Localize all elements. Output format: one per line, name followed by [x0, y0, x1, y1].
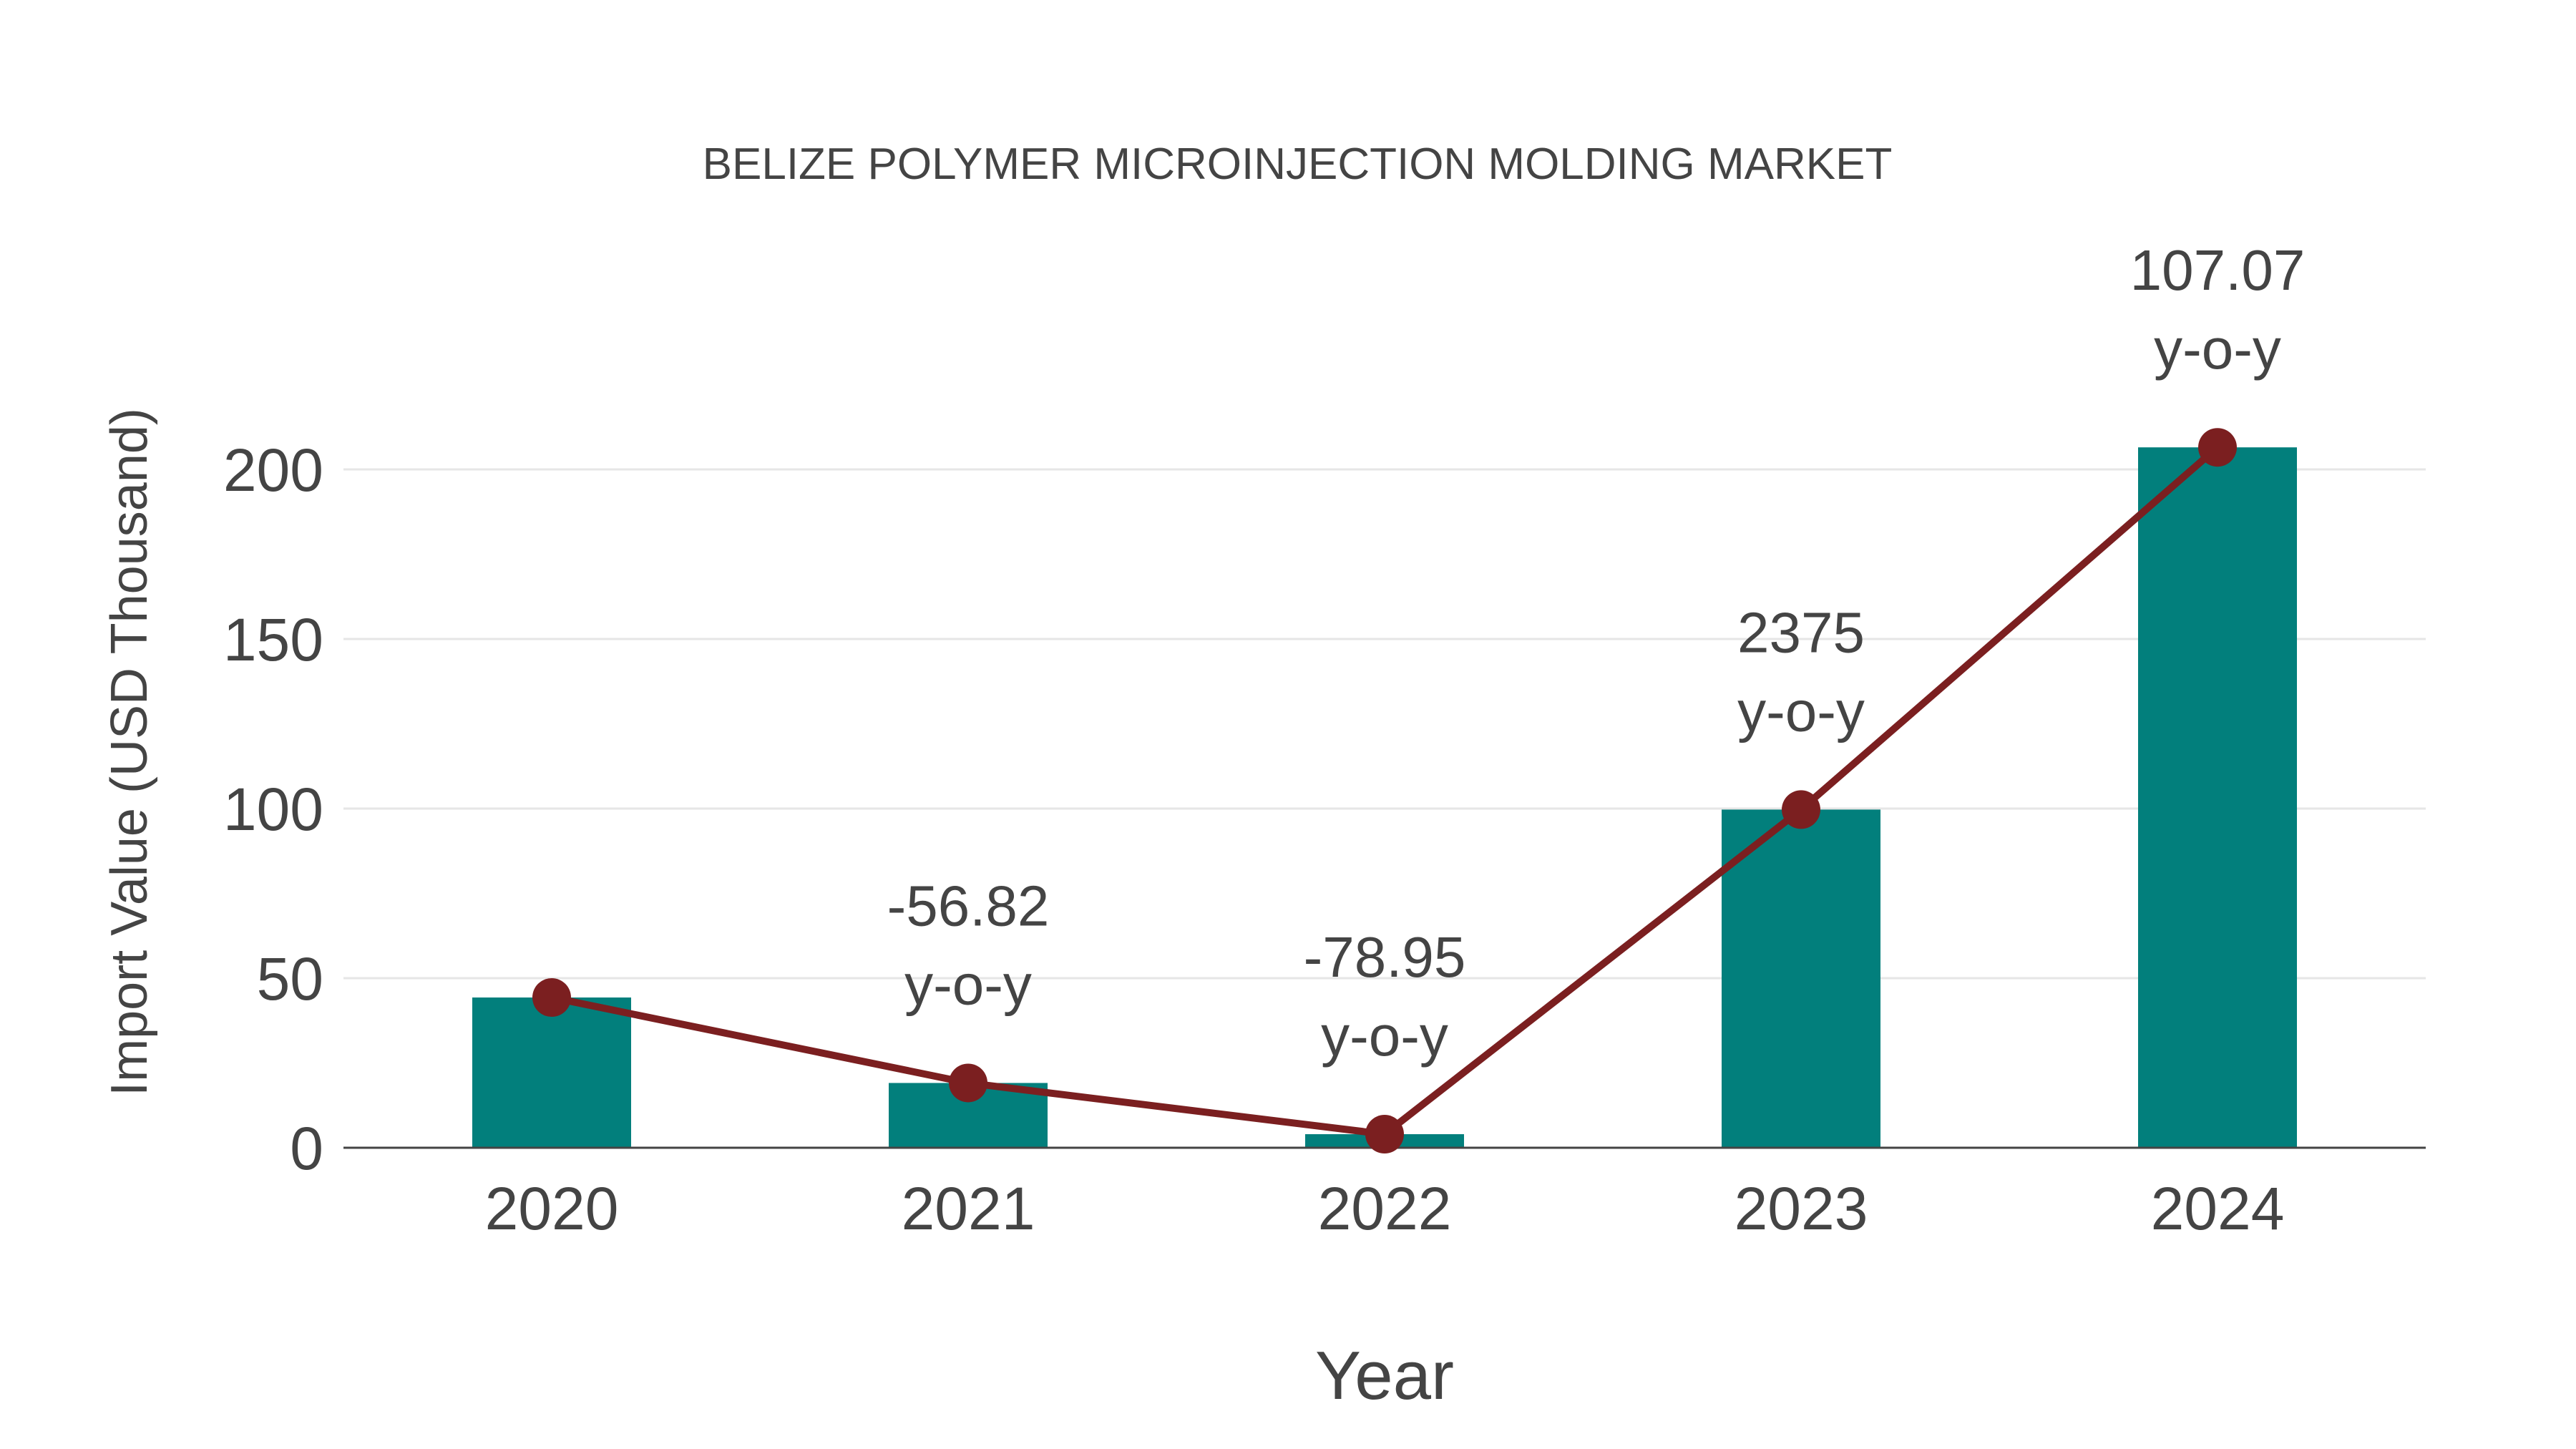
marker-2020 — [532, 978, 571, 1018]
bar-2020 — [472, 997, 631, 1148]
x-tick-label: 2021 — [902, 1175, 1035, 1242]
annotation-value: 107.07 — [2130, 238, 2306, 302]
annotation-unit: y-o-y — [1321, 1004, 1448, 1068]
marker-2021 — [949, 1063, 987, 1103]
y-tick-label: 50 — [257, 945, 323, 1013]
line-series — [532, 428, 2237, 1154]
yoy-annotations: -56.82 y-o-y -78.95 y-o-y 2375 y-o-y 107.07 y-o… — [887, 238, 2306, 1068]
y-tick-label: 100 — [223, 776, 323, 843]
marker-2023 — [1782, 790, 1820, 829]
annotation-value: 2375 — [1737, 600, 1865, 664]
annotation-value: -78.95 — [1304, 925, 1466, 989]
y-tick-label: 200 — [223, 436, 323, 504]
chart-title: BELIZE POLYMER MICROINJECTION MOLDING MA… — [703, 140, 1893, 189]
y-tick-label: 0 — [290, 1115, 323, 1182]
x-tick-label: 2020 — [485, 1175, 619, 1242]
marker-2022 — [1365, 1115, 1404, 1154]
x-tick-label: 2024 — [2151, 1175, 2285, 1242]
bar-2023 — [1722, 809, 1880, 1148]
annotation-unit: y-o-y — [2154, 317, 2281, 381]
annotation-value: -56.82 — [887, 874, 1050, 937]
y-axis-ticks: 0 50 100 150 200 — [223, 436, 323, 1182]
x-axis-ticks: 2020 2021 2022 2023 2024 — [485, 1175, 2285, 1242]
x-tick-label: 2023 — [1735, 1175, 1868, 1242]
y-tick-label: 150 — [223, 606, 323, 673]
x-axis-title: Year — [1315, 1337, 1454, 1414]
x-tick-label: 2022 — [1318, 1175, 1452, 1242]
marker-2024 — [2198, 428, 2237, 467]
bar-2024 — [2138, 447, 2297, 1148]
y-axis-title: Import Value (USD Thousand) — [101, 408, 158, 1096]
annotation-unit: y-o-y — [1737, 679, 1865, 743]
annotation-unit: y-o-y — [904, 952, 1032, 1016]
gridlines — [343, 468, 2426, 980]
bar-series — [472, 447, 2297, 1148]
